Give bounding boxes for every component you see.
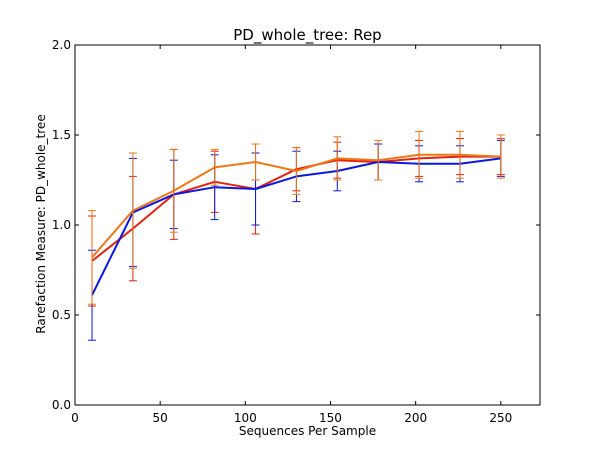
series-2 bbox=[88, 130, 505, 305]
y-tick-label-3: 1.5 bbox=[52, 128, 71, 142]
x-tick-label-5: 250 bbox=[489, 411, 512, 425]
chart-title: PD_whole_tree: Rep bbox=[233, 26, 382, 44]
y-tick-label-2: 1.0 bbox=[52, 218, 71, 232]
x-tick-label-2: 100 bbox=[234, 411, 257, 425]
x-tick-label-3: 150 bbox=[319, 411, 342, 425]
x-tick-label-4: 200 bbox=[404, 411, 427, 425]
axes-frame bbox=[74, 44, 541, 406]
series-layer bbox=[88, 130, 505, 341]
x-tick-label-1: 50 bbox=[153, 411, 168, 425]
y-tick-label-0: 0.0 bbox=[52, 398, 71, 412]
x-tick-label-0: 0 bbox=[71, 411, 79, 425]
x-axis-label: Sequences Per Sample bbox=[238, 424, 377, 438]
y-tick-label-1: 0.5 bbox=[52, 308, 71, 322]
y-tick-label-4: 2.0 bbox=[52, 38, 71, 52]
ticks-layer: 0 50 100 150 200 250 0.0 0.5 1.0 1.5 2.0 bbox=[52, 38, 540, 425]
series-line-2 bbox=[91, 153, 501, 259]
